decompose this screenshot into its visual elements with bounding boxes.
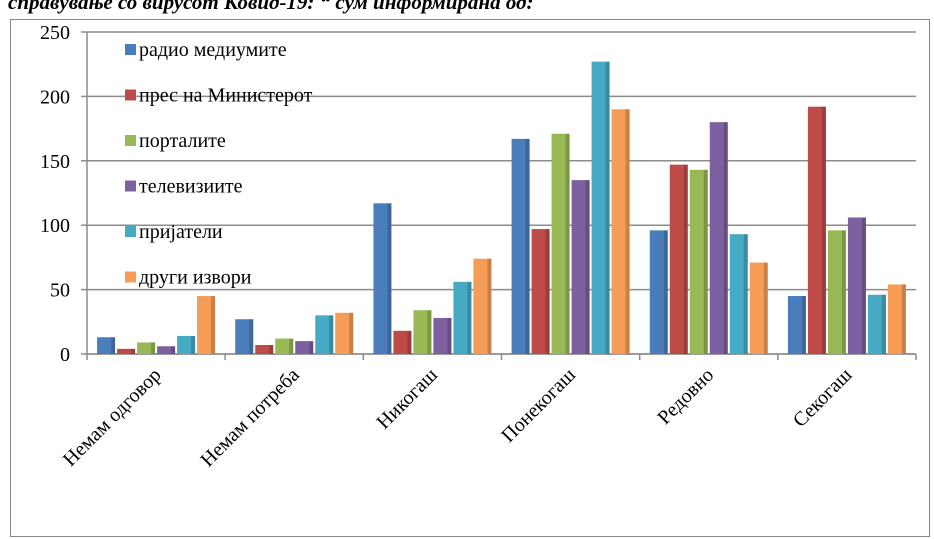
bar (669, 164, 688, 354)
bar-shade (841, 230, 846, 354)
legend-label: прес на Министерот (139, 85, 313, 107)
bar-shade (131, 348, 136, 354)
bar-shade (309, 341, 314, 354)
bar (235, 319, 254, 354)
bar (611, 109, 630, 354)
legend-swatch (125, 180, 136, 192)
y-tick-label: 200 (40, 86, 70, 108)
bar-shade (801, 296, 806, 354)
bar-shade (191, 335, 196, 354)
bar (473, 258, 492, 354)
bar-shade (625, 109, 630, 354)
legend-swatch (125, 135, 136, 146)
bar (827, 230, 846, 354)
bar-shade (763, 262, 768, 354)
bar (689, 169, 708, 354)
bar-shade (525, 138, 530, 354)
legend-label: телевизиите (139, 176, 243, 198)
bar (255, 344, 274, 354)
bar (591, 61, 610, 355)
bar (157, 346, 176, 354)
chart-title: справување со вирусот Ковид-19: “ сум ин… (8, 0, 533, 14)
legend-swatch (125, 44, 136, 55)
bar-shade (821, 106, 826, 354)
bar (887, 284, 906, 354)
bar-shade (211, 296, 216, 354)
legend-label: радио медиумите (139, 39, 287, 61)
bar (729, 234, 748, 354)
bar-shade (585, 180, 590, 354)
bar-shade (723, 122, 728, 354)
bar (453, 281, 472, 354)
bar (117, 348, 136, 354)
bar-shade (111, 337, 116, 354)
bar-shade (861, 217, 866, 354)
bar (433, 317, 452, 354)
bar (275, 338, 294, 354)
bar-shade (881, 294, 886, 354)
bar-shade (387, 203, 392, 354)
bar (531, 229, 550, 354)
legend-label: други извори (139, 267, 252, 289)
bar-shade (329, 315, 334, 354)
y-tick-label: 100 (40, 215, 70, 237)
bar-shade (349, 312, 354, 354)
legend-swatch (125, 271, 136, 283)
bar (197, 296, 216, 354)
bar (393, 330, 412, 354)
bar (709, 122, 728, 354)
bar-shade (171, 346, 176, 354)
bar-shade (467, 281, 472, 354)
bar-shade (565, 133, 570, 354)
bar-shade (427, 310, 432, 354)
bar (177, 335, 196, 354)
bar (807, 106, 826, 354)
bar-shade (289, 338, 294, 354)
bar (511, 138, 530, 354)
bar-shade (407, 330, 412, 354)
bar (749, 262, 768, 354)
bar-shade (151, 342, 156, 354)
bar-shade (487, 258, 492, 354)
bar (787, 296, 806, 354)
bar (847, 217, 866, 354)
bar (315, 315, 334, 354)
bar-shade (901, 284, 906, 354)
bar (97, 337, 116, 354)
y-tick-label: 150 (40, 151, 70, 173)
legend-swatch (125, 226, 136, 237)
legend-label: порталите (139, 130, 226, 152)
bar-shade (683, 164, 688, 354)
y-tick-label: 50 (50, 280, 70, 302)
bar-shade (743, 234, 748, 354)
bar (551, 133, 570, 354)
bar (867, 294, 886, 354)
bar (295, 341, 314, 354)
y-tick-label: 250 (40, 22, 70, 44)
bar-shade (703, 169, 708, 354)
legend-swatch (125, 89, 136, 101)
bar (413, 310, 432, 354)
y-tick-label: 0 (60, 344, 70, 366)
bar-shade (663, 230, 668, 354)
bar (137, 342, 156, 354)
bar (649, 230, 668, 354)
bar-shade (545, 229, 550, 354)
bar (335, 312, 354, 354)
chart-border (10, 19, 930, 537)
bar (571, 180, 590, 354)
bar-shade (249, 319, 254, 354)
bar-shade (269, 344, 274, 354)
legend-label: пријатели (139, 221, 223, 243)
bar-shade (447, 317, 452, 354)
bar-shade (605, 61, 610, 355)
bar (373, 203, 392, 354)
